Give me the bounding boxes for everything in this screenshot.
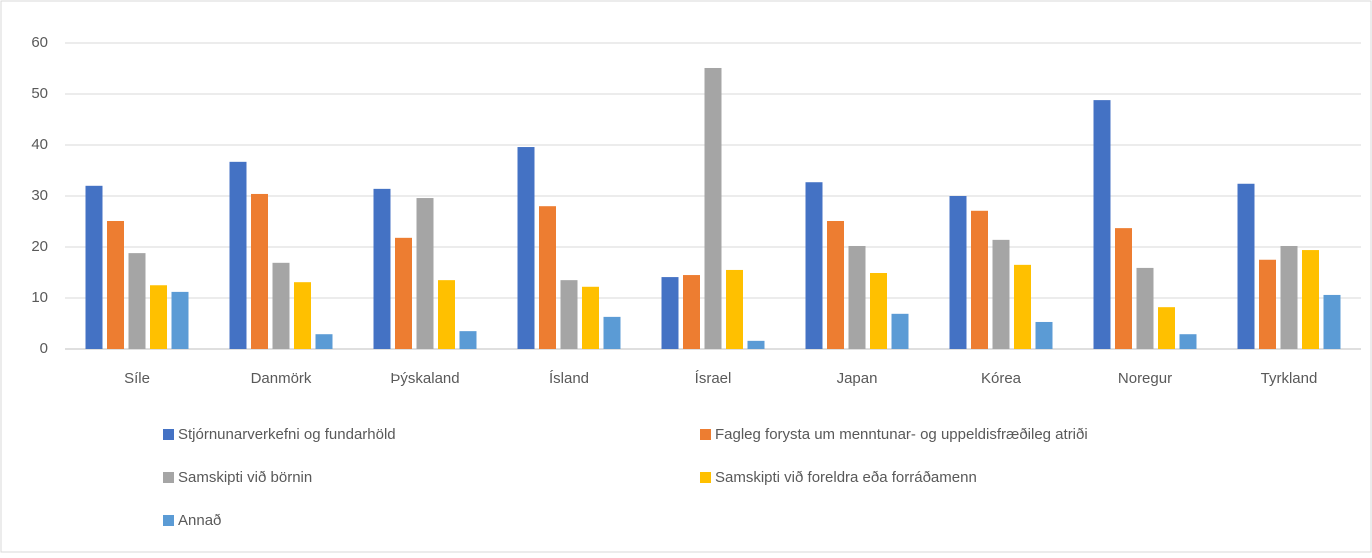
bar [251,193,268,349]
legend-swatch [700,429,711,440]
bar [1136,267,1154,349]
bar [171,291,189,349]
bar [848,245,866,349]
y-tick-label: 60 [31,34,48,51]
bar [459,331,477,349]
legend-swatch [163,472,174,483]
bar [949,196,967,349]
legend-label: Samskipti við börnin [178,469,312,486]
x-tick-label: Kórea [981,370,1022,387]
y-tick-label: 10 [31,289,48,306]
bar [272,262,290,349]
legend-swatch [163,429,174,440]
bar [395,237,412,349]
bar [373,188,391,349]
bar [1035,321,1053,349]
bar [603,316,621,349]
bar [229,161,247,349]
bar [416,198,434,349]
y-tick-label: 50 [31,85,48,102]
legend-label: Fagleg forysta um menntunar- og uppeldis… [715,426,1088,443]
y-tick-label: 30 [31,187,48,204]
bar [1237,183,1255,349]
bar [726,269,743,349]
bar [870,273,887,349]
x-tick-label: Tyrkland [1261,370,1318,387]
bar [827,220,844,349]
y-tick-label: 40 [31,136,48,153]
x-tick-label: Danmörk [251,370,312,387]
legend-label: Stjórnunarverkefni og fundarhöld [178,426,396,443]
bar [1093,100,1111,350]
bar [107,220,124,349]
bar [128,253,146,349]
bar [517,147,535,349]
bar [1158,307,1175,349]
bar [438,280,455,349]
legend-swatch [163,515,174,526]
bar [560,280,578,349]
bar [1014,264,1031,349]
bar [294,282,311,349]
bar [661,277,679,349]
bar [704,67,722,350]
legend-label: Annað [178,512,221,529]
bar [539,206,556,349]
bar [1115,228,1132,349]
legend-swatch [700,472,711,483]
y-tick-label: 0 [40,340,48,357]
y-tick-label: 20 [31,238,48,255]
bar [971,210,988,349]
x-tick-label: Ísrael [695,370,732,387]
bar [1259,259,1276,349]
legend-label: Samskipti við foreldra eða forráðamenn [715,469,977,486]
x-tick-label: Ísland [549,370,589,387]
bar [1280,245,1298,349]
x-tick-label: Þýskaland [390,370,459,387]
x-tick-label: Síle [124,370,150,387]
bar [891,313,909,349]
bar [1323,294,1341,349]
bar [992,239,1010,349]
bar [315,334,333,349]
x-tick-label: Noregur [1118,370,1172,387]
x-tick-label: Japan [837,370,878,387]
bar [805,182,823,349]
bar [150,285,167,349]
bar [683,275,700,349]
bar [1302,250,1319,349]
bar [85,185,103,349]
bar [582,286,599,349]
bar [747,340,765,349]
bar [1179,334,1197,349]
